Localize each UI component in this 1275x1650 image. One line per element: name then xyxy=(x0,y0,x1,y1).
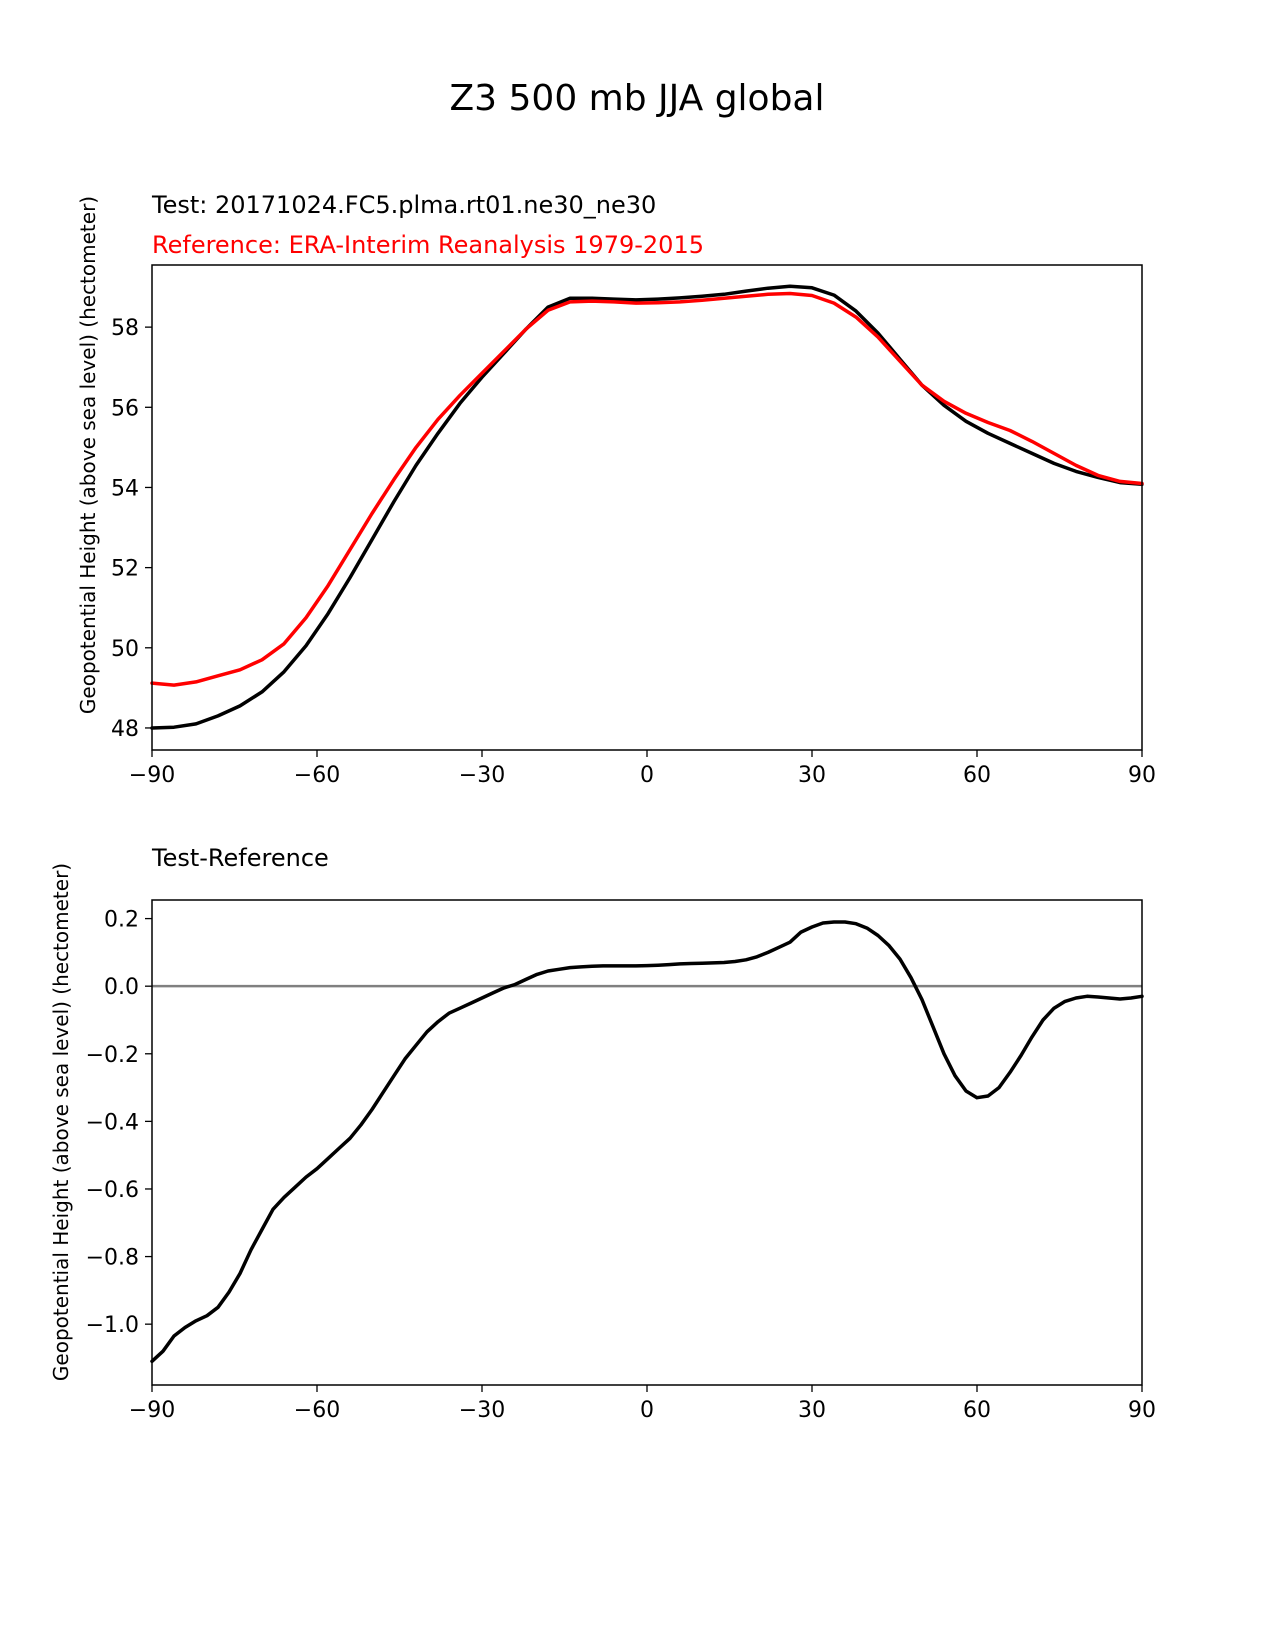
bottom-panel-y-axis-label: Geopotential Height (above sea level) (h… xyxy=(49,863,73,1381)
bottom-panel-x-tick-label: 90 xyxy=(1128,1398,1156,1423)
top-panel-reference-label: Reference: ERA-Interim Reanalysis 1979-2… xyxy=(152,231,704,259)
bottom-panel-x-tick-label: −60 xyxy=(294,1398,340,1423)
top-panel-x-tick-label: 60 xyxy=(963,763,991,788)
bottom-panel-y-tick-label: 0.0 xyxy=(104,975,139,1000)
bottom-panel-lines xyxy=(150,920,1144,1364)
top-panel-y-tick-label: 56 xyxy=(111,396,139,421)
top-panel-x-tick-label: −60 xyxy=(294,763,340,788)
top-panel-y-tick-label: 54 xyxy=(111,476,139,501)
top-panel-y-tick-label: 52 xyxy=(111,557,139,582)
top-panel-series-reference xyxy=(150,291,1144,687)
bottom-panel-y-tick-label: 0.2 xyxy=(104,908,139,933)
bottom-panel-ticks: −90 −60 −30 0 30 60 90 −1.0 −0.8 −0.6 −0.4 −0.2 0.0 0… xyxy=(86,908,1156,1423)
bottom-panel-y-tick-label: −1.0 xyxy=(86,1313,139,1338)
top-panel-lines xyxy=(150,284,1144,730)
top-panel-ticks: −90 −60 −30 0 30 60 90 48 50 52 54 56 58 xyxy=(111,316,1156,788)
bottom-panel-frame xyxy=(151,899,1143,1386)
top-panel-x-tick-label: −90 xyxy=(129,763,175,788)
top-panel-y-tick-label: 50 xyxy=(111,637,139,662)
bottom-panel: Test-Reference Geopotential Height (abov… xyxy=(49,844,1156,1423)
top-panel-series-test xyxy=(150,284,1144,730)
top-panel-x-tick-label: 30 xyxy=(798,763,826,788)
bottom-panel-x-tick-label: 60 xyxy=(963,1398,991,1423)
bottom-panel-y-tick-label: −0.4 xyxy=(86,1110,139,1135)
top-panel-frame xyxy=(151,264,1143,751)
bottom-panel-x-tick-label: 0 xyxy=(640,1398,654,1423)
bottom-panel-x-tick-label: −90 xyxy=(129,1398,175,1423)
top-panel-y-tick-label: 48 xyxy=(111,717,139,742)
bottom-panel-title: Test-Reference xyxy=(151,844,329,872)
bottom-panel-y-tick-label: −0.8 xyxy=(86,1246,139,1271)
top-panel-x-tick-label: 90 xyxy=(1128,763,1156,788)
top-panel-x-tick-label: 0 xyxy=(640,763,654,788)
figure-title: Z3 500 mb JJA global xyxy=(450,78,825,119)
bottom-panel-x-tick-label: 30 xyxy=(798,1398,826,1423)
bottom-panel-y-tick-label: −0.2 xyxy=(86,1043,139,1068)
bottom-panel-x-tick-label: −30 xyxy=(459,1398,505,1423)
bottom-panel-series-test-reference xyxy=(150,920,1144,1364)
top-panel-x-tick-label: −30 xyxy=(459,763,505,788)
bottom-panel-y-tick-label: −0.6 xyxy=(86,1178,139,1203)
top-panel-test-label: Test: 20171024.FC5.plma.rt01.ne30_ne30 xyxy=(151,191,656,219)
top-panel-y-axis-label: Geopotential Height (above sea level) (h… xyxy=(76,196,100,714)
top-panel-y-tick-label: 58 xyxy=(111,316,139,341)
top-panel: Test: 20171024.FC5.plma.rt01.ne30_ne30 R… xyxy=(76,191,1156,788)
